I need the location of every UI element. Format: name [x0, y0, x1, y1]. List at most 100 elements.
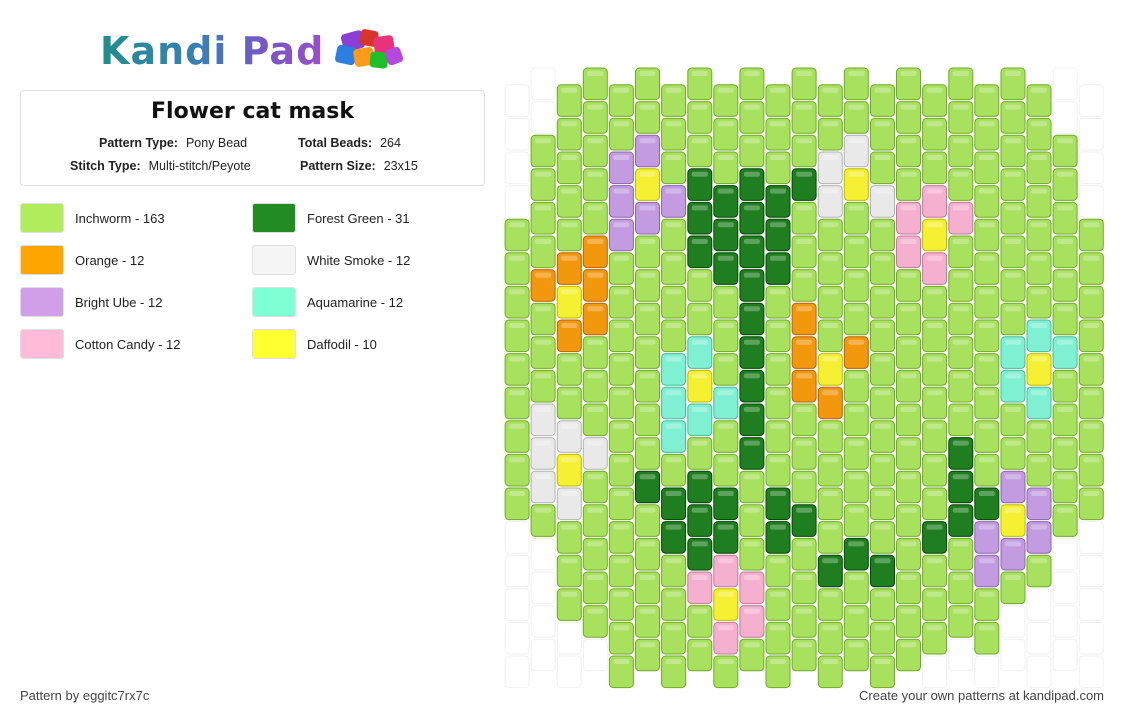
- bead: [1000, 302, 1026, 336]
- bead-highlight: [639, 339, 656, 345]
- legend-item-daffodil: Daffodil - 10: [252, 328, 377, 360]
- bead: [530, 235, 556, 269]
- bead: [974, 487, 1000, 521]
- bead-highlight: [691, 138, 708, 144]
- bead-highlight: [613, 222, 630, 228]
- color-swatch: [20, 329, 64, 359]
- bead-highlight: [1057, 373, 1074, 379]
- bead: [896, 269, 921, 302]
- bead: [843, 537, 869, 571]
- bead: [687, 168, 713, 201]
- bead: [582, 134, 608, 168]
- bead: [948, 302, 974, 336]
- bead: [817, 621, 843, 655]
- bead-highlight: [717, 591, 734, 597]
- bead: [556, 185, 582, 218]
- empty-bead: [504, 151, 530, 185]
- bead-highlight: [978, 591, 995, 597]
- bead-highlight: [770, 524, 786, 530]
- bead-highlight: [1083, 323, 1100, 328]
- bead: [843, 101, 869, 134]
- bead-highlight: [1057, 474, 1074, 480]
- bead-highlight: [561, 87, 578, 93]
- bead-highlight: [874, 121, 891, 127]
- kandi-pad-logo[interactable]: Kandi Pad: [100, 26, 414, 76]
- bead: [739, 470, 765, 504]
- bead: [556, 521, 582, 554]
- bead-highlight: [691, 541, 708, 547]
- bead-highlight: [743, 440, 760, 446]
- bead-highlight: [535, 239, 552, 244]
- bead-highlight: [665, 524, 682, 530]
- empty-bead: [1026, 655, 1052, 689]
- bead-highlight: [691, 104, 708, 110]
- bead-highlight: [1031, 491, 1047, 496]
- bead-highlight: [613, 188, 630, 194]
- bead-highlight: [1083, 222, 1100, 228]
- bead-highlight: [717, 121, 734, 127]
- bead: [1000, 504, 1026, 537]
- kandipad-link[interactable]: Create your own patterns at kandipad.com: [859, 688, 1104, 703]
- bead: [635, 302, 660, 336]
- bead: [896, 537, 921, 571]
- bead-highlight: [952, 608, 969, 614]
- bead: [635, 269, 660, 302]
- bead-highlight: [1031, 188, 1047, 194]
- bead-highlight: [796, 339, 813, 345]
- bead-highlight: [691, 373, 708, 379]
- pattern-size-value: 23x15: [383, 159, 418, 173]
- bead-highlight: [1005, 440, 1021, 446]
- bead: [870, 521, 895, 554]
- bead: [870, 420, 895, 453]
- bead-highlight: [1057, 138, 1074, 144]
- bead-highlight: [822, 625, 839, 631]
- bead-highlight: [848, 306, 865, 312]
- bead: [896, 67, 921, 101]
- bead-highlight: [822, 423, 839, 429]
- bead: [870, 252, 895, 285]
- bead-highlight: [952, 575, 969, 580]
- bead-highlight: [691, 474, 708, 480]
- bead-highlight: [874, 289, 891, 295]
- bead-highlight: [743, 507, 760, 513]
- bead: [1026, 84, 1052, 117]
- bead-highlight: [535, 440, 552, 446]
- bead: [948, 201, 974, 235]
- bead-highlight: [587, 474, 604, 480]
- bead: [1078, 218, 1104, 252]
- bead: [896, 336, 921, 369]
- bead: [1026, 554, 1052, 588]
- bead-highlight: [691, 608, 708, 614]
- bead-highlight: [926, 155, 943, 160]
- bead-highlight: [743, 373, 760, 379]
- bead-highlight: [1005, 575, 1021, 580]
- bead: [922, 285, 948, 319]
- bead: [582, 437, 608, 470]
- bead: [635, 101, 660, 134]
- bead-highlight: [717, 289, 734, 295]
- bead-highlight: [848, 507, 865, 513]
- bead: [661, 353, 687, 386]
- bead-highlight: [639, 205, 656, 211]
- bead-highlight: [665, 323, 682, 328]
- bead-highlight: [926, 423, 943, 429]
- bead-highlight: [874, 356, 891, 362]
- bead: [530, 470, 556, 504]
- bead: [896, 403, 921, 437]
- bead: [687, 605, 713, 638]
- bead-highlight: [717, 323, 734, 328]
- bead: [974, 84, 1000, 117]
- bead-highlight: [639, 407, 656, 412]
- legend-label: Aquamarine - 12: [307, 294, 404, 310]
- bead: [765, 353, 791, 386]
- bead-highlight: [952, 205, 969, 211]
- bead-highlight: [587, 541, 604, 547]
- bead: [817, 386, 843, 420]
- bead: [713, 487, 739, 521]
- bead: [765, 487, 791, 521]
- bead: [687, 269, 713, 302]
- bead: [661, 218, 687, 252]
- bead-highlight: [717, 625, 734, 631]
- bead: [922, 621, 948, 655]
- bead: [608, 386, 634, 420]
